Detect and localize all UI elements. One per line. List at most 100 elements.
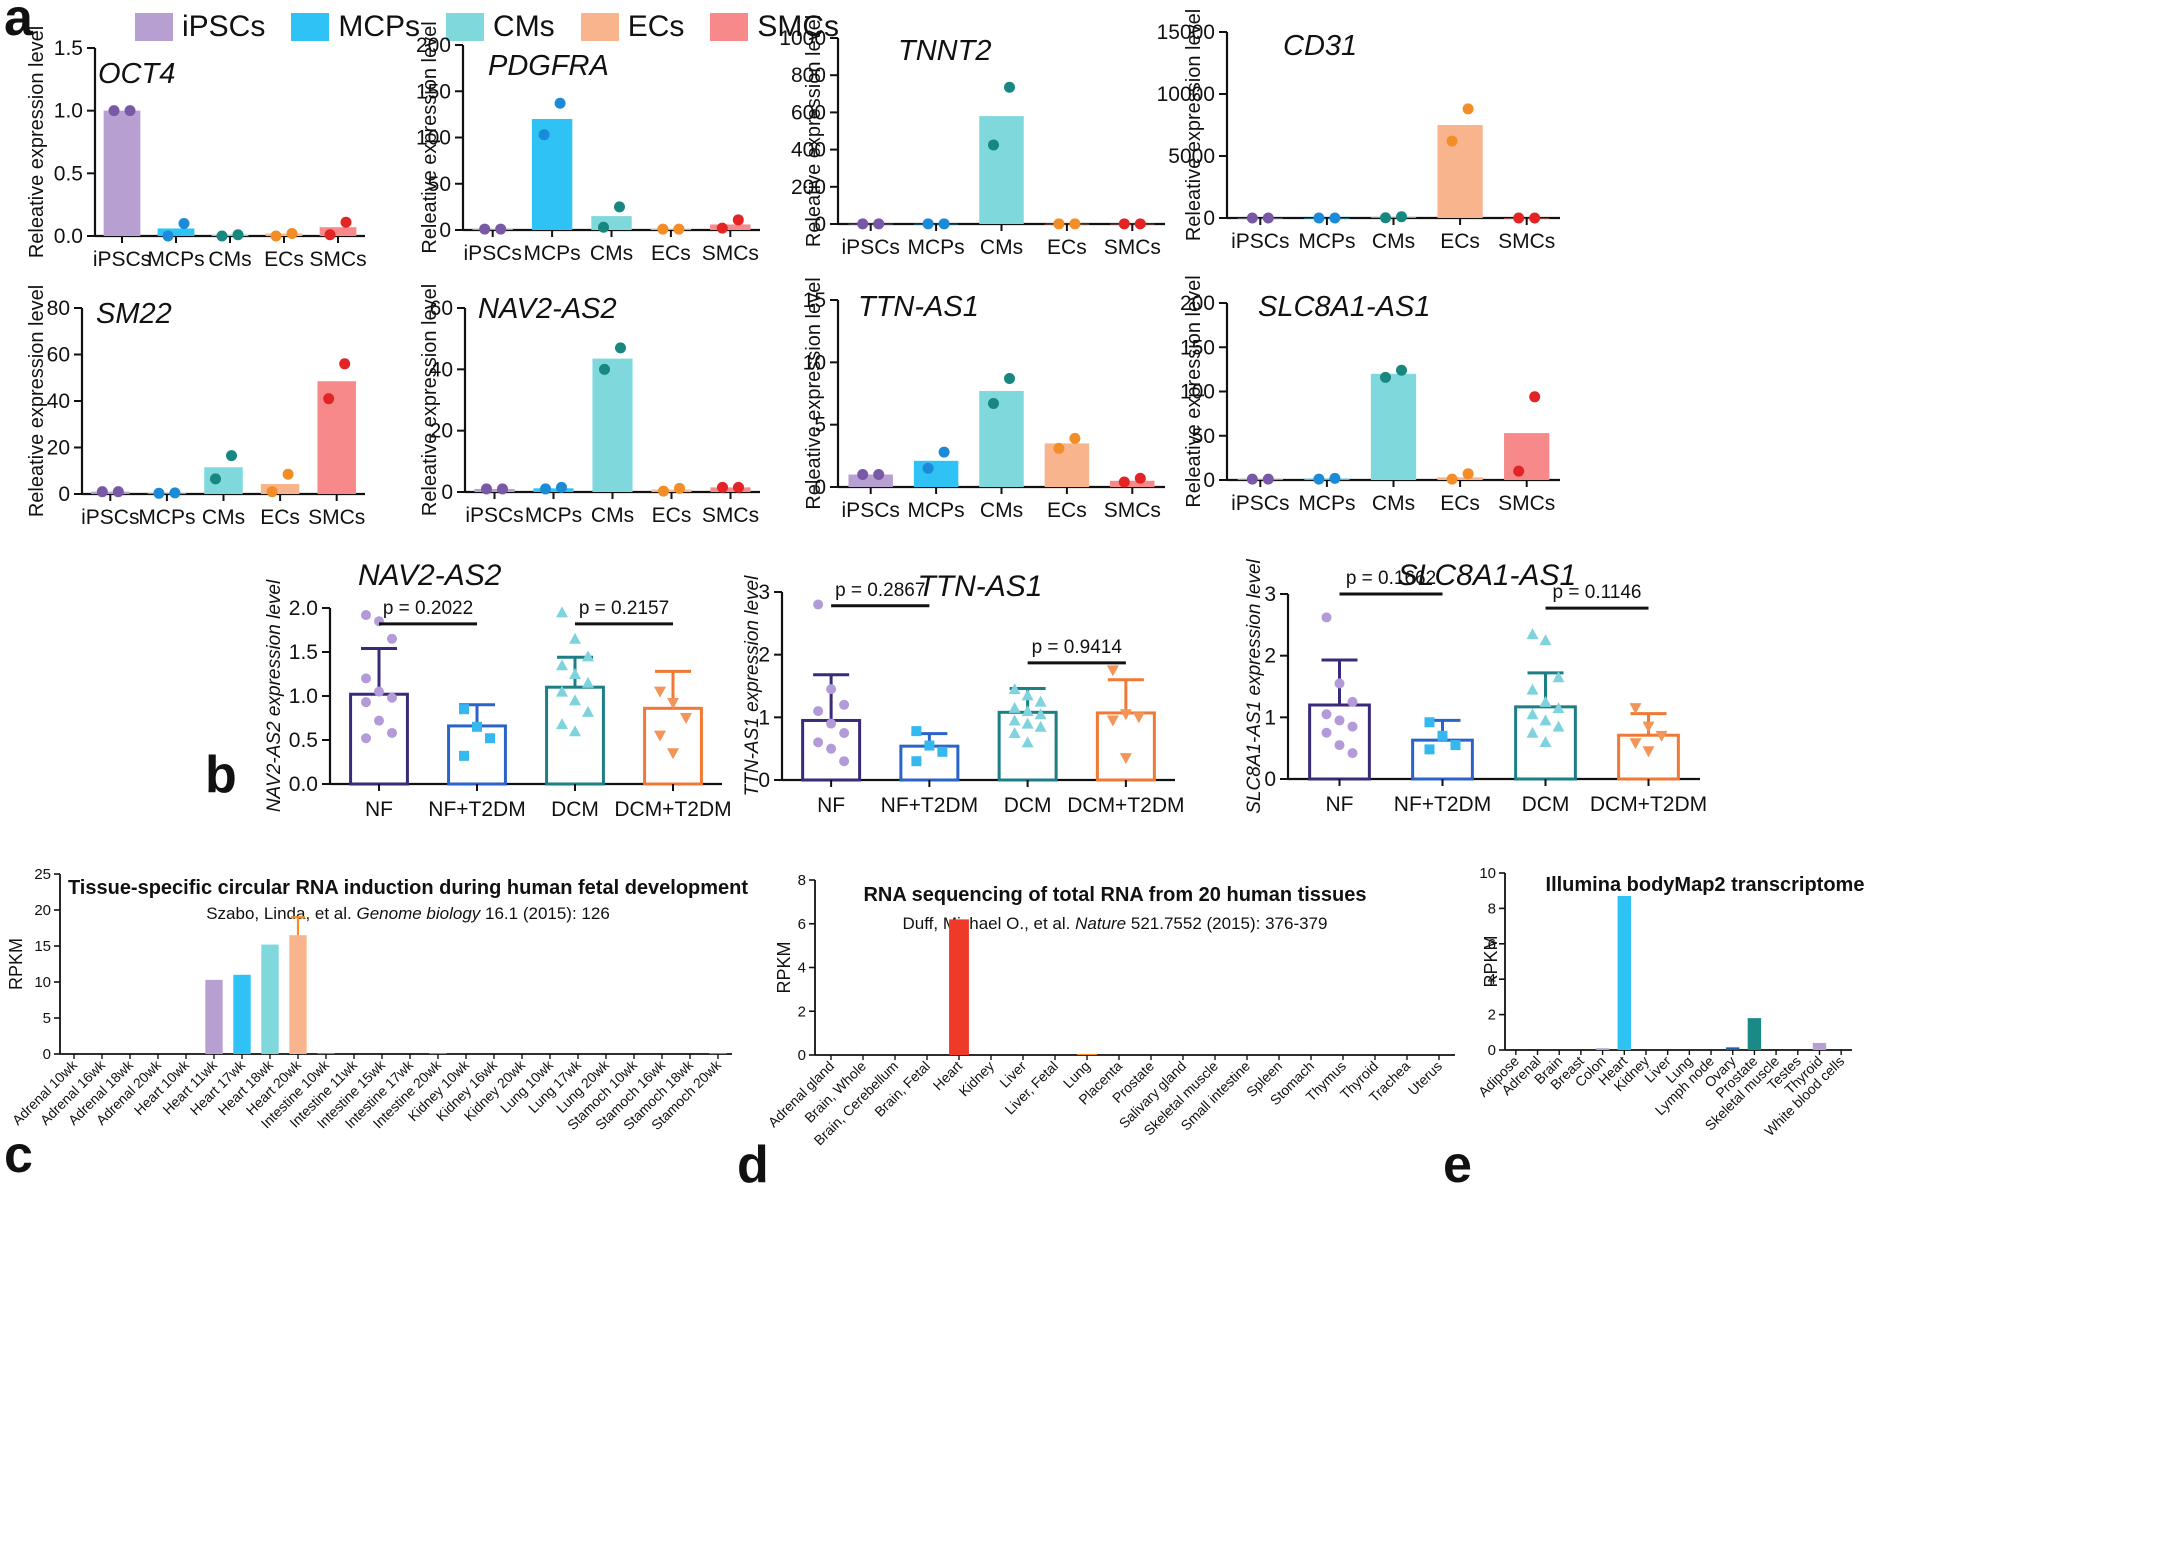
- data-point: [615, 342, 626, 354]
- bar: [1304, 478, 1350, 480]
- p-value-label: p = 0.2022: [383, 598, 473, 619]
- data-point: [1321, 612, 1332, 623]
- y-tick-label: 0: [1203, 207, 1215, 230]
- data-point: [387, 727, 397, 738]
- x-tick-label: DCM: [1004, 794, 1052, 817]
- data-point: [1450, 740, 1461, 751]
- data-point: [1132, 712, 1145, 724]
- x-tick-label: MCPs: [908, 236, 965, 259]
- data-point: [1552, 720, 1565, 732]
- data-point: [1347, 748, 1358, 759]
- data-point: [374, 686, 384, 697]
- data-point: [1526, 683, 1539, 695]
- y-tick-label: 10: [1479, 865, 1496, 882]
- data-point: [1396, 364, 1407, 376]
- y-tick-label: 0: [798, 1047, 806, 1064]
- data-point: [839, 756, 850, 767]
- data-point: [1262, 473, 1274, 485]
- data-point: [1513, 212, 1525, 224]
- data-point: [598, 221, 609, 233]
- p-value-label: p = 0.9414: [1032, 637, 1123, 658]
- data-point: [169, 487, 181, 499]
- bar: [531, 119, 573, 230]
- chart-title: NAV2-AS2: [478, 293, 617, 325]
- y-axis-label: SLC8A1-AS1 expression level: [1244, 558, 1265, 813]
- x-tick-label: NF: [1326, 793, 1354, 816]
- legend: iPSCs MCPs CMs ECs SMCs: [135, 10, 839, 44]
- bar: [643, 706, 703, 786]
- data-point: [361, 610, 371, 621]
- legend-item: SMCs: [710, 10, 839, 44]
- bar: [1095, 711, 1156, 782]
- data-point: [582, 705, 594, 717]
- chart-title: SLC8A1-AS1: [1258, 291, 1431, 323]
- data-point: [1539, 695, 1552, 707]
- y-axis-label: Releative expression level: [1183, 275, 1205, 507]
- bar: [1411, 738, 1474, 781]
- chart-title: NAV2-AS2: [358, 559, 502, 592]
- bar: [429, 1053, 447, 1054]
- bar: [204, 467, 243, 494]
- data-point: [667, 698, 679, 710]
- data-point: [922, 462, 934, 474]
- y-tick-label: 0: [43, 1046, 51, 1063]
- data-point: [479, 223, 491, 235]
- y-tick-label: 8: [1488, 900, 1496, 917]
- y-tick-label: 4: [1488, 971, 1496, 988]
- data-point: [387, 692, 397, 703]
- y-tick-label: 150: [1180, 336, 1215, 359]
- data-point: [556, 718, 568, 730]
- data-point: [124, 105, 136, 117]
- bar: [1437, 125, 1483, 218]
- data-point: [873, 218, 885, 230]
- y-tick-label: 200: [791, 176, 826, 199]
- legend-item: iPSCs: [135, 10, 265, 44]
- data-point: [374, 715, 384, 726]
- data-point: [210, 473, 221, 485]
- data-point: [472, 721, 482, 732]
- y-axis-label: RPKM: [774, 941, 794, 993]
- bar: [710, 224, 751, 230]
- data-point: [459, 704, 469, 715]
- data-point: [270, 230, 282, 242]
- x-tick-label: iPSCs: [465, 504, 523, 527]
- bar: [1617, 896, 1632, 1050]
- x-tick-label: ECs: [260, 506, 300, 529]
- data-point: [554, 97, 566, 109]
- data-point: [1396, 211, 1407, 223]
- x-tick-label: SMCs: [702, 242, 759, 265]
- bar: [979, 116, 1024, 224]
- data-point: [938, 218, 950, 230]
- y-tick-label: 6: [798, 916, 806, 933]
- y-tick-label: 50: [1192, 425, 1215, 448]
- chart-title: Illumina bodyMap2 transcriptome: [1546, 874, 1865, 896]
- data-point: [657, 223, 669, 235]
- data-point: [323, 393, 335, 405]
- y-tick-label: 800: [791, 64, 826, 87]
- data-point: [1642, 746, 1655, 758]
- data-point: [266, 486, 278, 498]
- data-point: [178, 217, 190, 229]
- chart-title: TTN-AS1: [858, 291, 979, 323]
- y-axis-label: RPKM: [6, 938, 26, 990]
- y-tick-label: 6: [1488, 936, 1496, 953]
- data-point: [1334, 715, 1345, 726]
- data-point: [1539, 736, 1552, 747]
- y-tick-label: 2: [798, 1003, 806, 1020]
- data-point: [286, 227, 298, 239]
- x-tick-label: MCPs: [524, 242, 581, 265]
- bar: [1044, 443, 1090, 487]
- panel-label-d: d: [737, 1136, 769, 1194]
- x-tick-label: iPSCs: [842, 499, 900, 522]
- x-tick-label: iPSCs: [1231, 492, 1289, 515]
- bar: [650, 229, 692, 230]
- y-tick-label: 5: [814, 414, 826, 437]
- bar: [265, 233, 303, 236]
- bar: [205, 979, 223, 1054]
- y-tick-label: 0: [814, 213, 826, 236]
- p-value-label: p = 0.2157: [579, 598, 669, 619]
- x-tick-label: ECs: [1440, 230, 1480, 253]
- data-point: [658, 485, 669, 497]
- legend-swatch: [446, 13, 485, 41]
- data-point: [339, 358, 351, 370]
